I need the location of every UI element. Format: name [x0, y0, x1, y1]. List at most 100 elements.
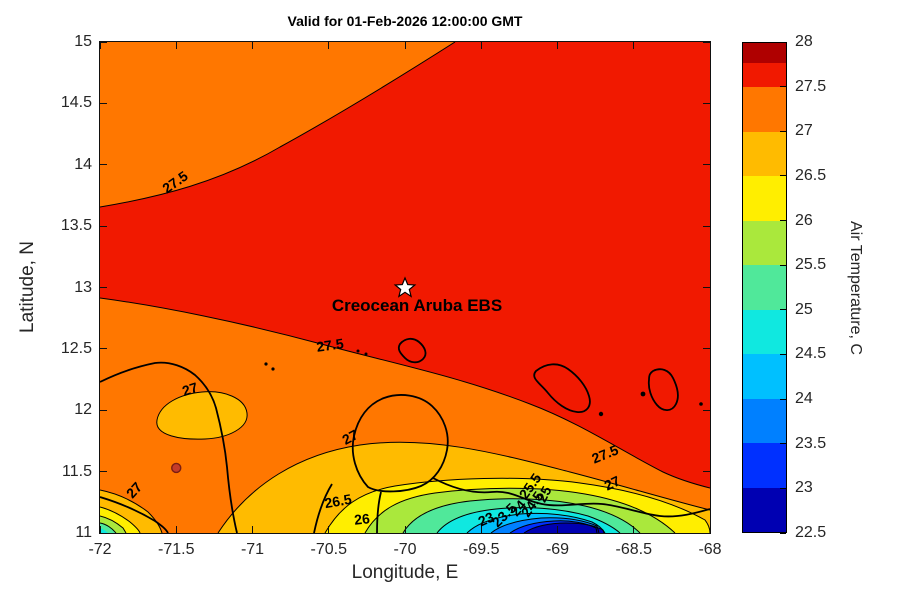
- colorbar-tick-mark: [780, 175, 786, 177]
- temperature-band: [100, 42, 455, 207]
- y-tick-label: 13: [74, 278, 92, 296]
- y-tick-mark: [703, 41, 710, 43]
- x-tick-mark: [557, 42, 558, 49]
- x-tick-label: -70.5: [310, 541, 347, 558]
- station-label: Creocean Aruba EBS: [331, 295, 503, 315]
- contour-line: [466, 512, 606, 533]
- colorbar-band: [743, 487, 786, 532]
- plot-title: Valid for 01-Feb-2026 12:00:00 GMT: [287, 13, 523, 29]
- contour-lines: [100, 42, 710, 533]
- y-tick-mark: [100, 409, 107, 411]
- colorbar-tick-mark: [780, 487, 786, 489]
- x-tick-mark: [175, 42, 177, 49]
- colorbar-tick-label: 24.5: [795, 345, 827, 363]
- y-tick-label: 12.5: [60, 339, 92, 357]
- contour-map: [100, 42, 710, 533]
- coastline-curacao: [533, 363, 591, 413]
- colorbar-band: [743, 398, 786, 444]
- contour-line: [436, 507, 621, 533]
- coastline: [376, 491, 382, 533]
- temperature-band: [100, 528, 108, 533]
- colorbar-tick-mark: [780, 398, 786, 400]
- x-tick-mark: [633, 42, 635, 49]
- y-tick-mark: [703, 287, 710, 288]
- y-tick-mark: [703, 409, 710, 411]
- x-tick-mark: [328, 526, 330, 533]
- x-axis-label: Longitude, E: [351, 562, 459, 583]
- colorbar-tick-label: 23: [795, 479, 813, 497]
- x-tick-label: -70: [393, 541, 417, 558]
- contour-line: [364, 487, 676, 533]
- islet-dots: [264, 349, 703, 417]
- coastline: [100, 361, 238, 533]
- x-tick-mark: [709, 526, 711, 533]
- y-tick-mark: [100, 225, 107, 227]
- colorbar-tick-label: 26.5: [795, 166, 827, 184]
- colorbar-band: [743, 43, 786, 88]
- colorbar-tick-label: 27: [795, 122, 813, 140]
- colorbar-tick-label: 25.5: [795, 256, 827, 274]
- contour-line: [490, 517, 600, 533]
- x-tick-label: -72: [88, 541, 112, 558]
- contour-line: [100, 42, 456, 208]
- colorbar-tick-label: 24: [795, 390, 813, 408]
- y-tick-mark: [100, 532, 107, 534]
- y-tick-mark: [100, 41, 107, 43]
- colorbar-tick-mark: [780, 86, 786, 88]
- colorbar-band: [743, 220, 786, 266]
- colorbar-band: [743, 309, 786, 355]
- temperature-band: [156, 391, 248, 440]
- x-tick-mark: [633, 526, 635, 533]
- x-tick-mark: [557, 526, 558, 533]
- x-tick-mark: [252, 526, 253, 533]
- y-tick-mark: [703, 348, 710, 350]
- contour-line: [523, 522, 605, 533]
- y-tick-mark: [703, 164, 710, 166]
- y-tick-label: 12: [74, 401, 92, 419]
- colorbar-band: [743, 176, 786, 221]
- x-tick-mark: [252, 42, 253, 49]
- y-tick-mark: [703, 225, 710, 227]
- x-tick-mark: [480, 42, 482, 49]
- colorbar-tick-mark: [780, 532, 786, 534]
- colorbar: [742, 42, 787, 533]
- y-tick-mark: [100, 348, 107, 350]
- colorbar-tick-label: 23.5: [795, 434, 827, 452]
- colorbar-tick-mark: [780, 220, 786, 222]
- colorbar-tick-label: 25: [795, 300, 813, 318]
- plot-area: Creocean Aruba EBS 27.5 27.5 27 27 27 26.5 26 2…: [99, 41, 711, 534]
- colorbar-tick-mark: [780, 264, 786, 266]
- x-tick-label: -69: [545, 541, 570, 558]
- colorbar-band: [743, 87, 786, 132]
- y-tick-label: 14.5: [60, 94, 92, 112]
- colorbar-tick-mark: [780, 41, 786, 43]
- y-tick-label: 15: [74, 33, 92, 50]
- x-tick-label: -68.5: [615, 541, 652, 558]
- y-tick-label: 11.5: [62, 462, 92, 480]
- colorbar-tick-mark: [780, 353, 786, 355]
- contour-line: [100, 515, 127, 533]
- x-tick-mark: [709, 42, 711, 49]
- coastline-bonaire: [647, 368, 679, 412]
- contour-line: [100, 522, 117, 533]
- red-dot-marker: [171, 462, 182, 474]
- y-tick-mark: [100, 287, 107, 288]
- x-tick-mark: [99, 526, 101, 533]
- y-tick-label: 11: [75, 524, 92, 541]
- colorbar-band: [743, 443, 786, 488]
- x-tick-mark: [404, 526, 406, 533]
- y-tick-mark: [100, 102, 107, 104]
- x-tick-mark: [480, 526, 482, 533]
- colorbar-tick-label: 27.5: [795, 77, 827, 95]
- y-tick-mark: [100, 471, 107, 473]
- contour-label: 26: [353, 510, 371, 529]
- colorbar-band: [743, 265, 786, 310]
- contour-line: [100, 506, 141, 533]
- coastline-aruba: [397, 337, 427, 364]
- colorbar-tick-mark: [780, 309, 786, 311]
- y-tick-mark: [703, 102, 710, 104]
- colorbar-tick-label: 22.5: [795, 524, 827, 541]
- x-tick-mark: [328, 42, 330, 49]
- coastline: [432, 477, 710, 518]
